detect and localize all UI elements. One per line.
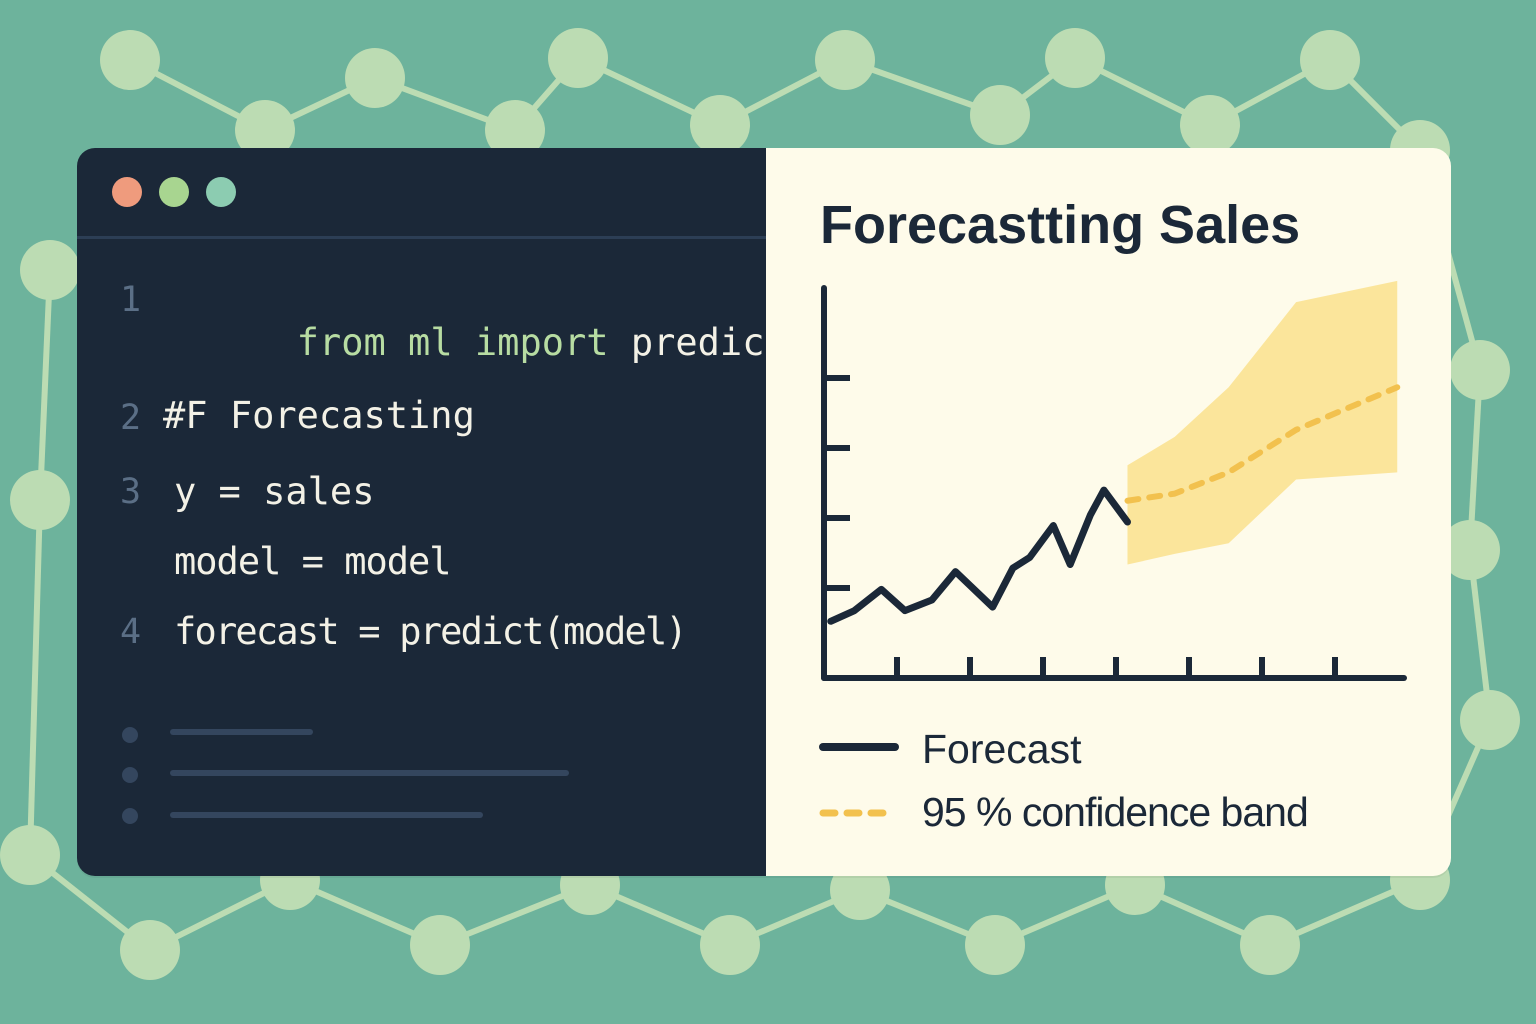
code-token: import [474,321,609,364]
network-node [0,825,60,885]
code-token: predict [608,321,787,364]
network-node [700,915,760,975]
network-node [548,28,608,88]
network-node [815,30,875,90]
editor-titlebar [77,148,766,239]
code-token [453,321,475,364]
line-number: 4 [120,612,142,652]
chart-title: Forecastting Sales [820,195,1301,255]
network-edge [37,269,53,501]
network-node [20,240,80,300]
network-node [410,915,470,975]
code-line-1[interactable]: from ml import predict [163,278,787,407]
network-node [120,920,180,980]
placeholder-dot [122,767,138,783]
network-node [10,470,70,530]
network-node [1440,520,1500,580]
code-line-4[interactable]: forecast = predict(model) [174,610,688,653]
code-line-2[interactable]: #F Forecasting [163,394,475,437]
network-node [345,48,405,108]
code-token [386,321,408,364]
placeholder-line [170,770,569,776]
line-number: 2 [120,398,142,438]
code-line-3[interactable]: y = sales [174,470,375,513]
minimize-button[interactable] [159,177,189,207]
network-node [100,30,160,90]
close-button[interactable] [112,177,142,207]
code-editor[interactable]: 1 from ml import predict 2 #F Forecastin… [77,148,787,876]
chart-panel [766,148,1451,876]
app-window: 1 from ml import predict 2 #F Forecastin… [77,148,1451,876]
network-node [485,100,545,160]
legend-label-forecast: Forecast [922,726,1082,772]
legend-label-confidence-band: 95 % confidence band [922,789,1309,835]
network-node [1460,690,1520,750]
code-line-3b[interactable]: model = model [174,540,452,583]
network-edge [27,499,43,856]
placeholder-line [170,812,483,818]
line-number: 1 [120,280,142,320]
line-number: 3 [120,472,142,512]
network-node [1450,340,1510,400]
network-node [690,95,750,155]
network-node [970,85,1030,145]
network-node [1045,28,1105,88]
network-node [235,100,295,160]
zoom-button[interactable] [206,177,236,207]
network-node [1300,30,1360,90]
placeholder-dot [122,727,138,743]
network-node [1180,95,1240,155]
code-token: from [296,321,386,364]
code-token: ml [408,321,453,364]
placeholder-line [170,729,313,735]
placeholder-dot [122,808,138,824]
network-node [1240,915,1300,975]
network-node [965,915,1025,975]
network-edge [1467,369,1483,551]
